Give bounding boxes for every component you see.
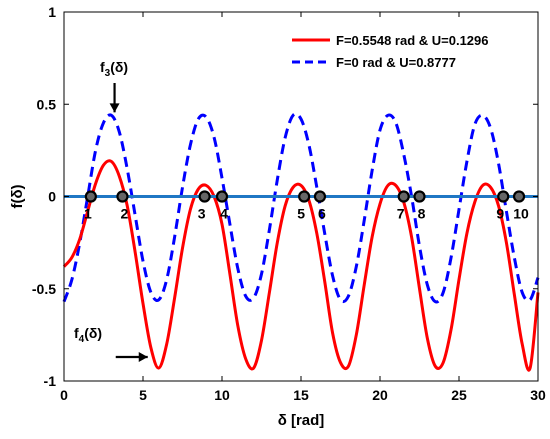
intersection-label: 7 [397,206,405,222]
intersection-label: 2 [121,206,129,222]
x-tick-label: 30 [530,387,546,403]
intersection-label: 1 [84,206,92,222]
annotation-f3: f3(δ) [100,59,128,79]
x-tick-label: 0 [60,387,68,403]
x-tick-label: 10 [214,387,230,403]
intersection-point [413,190,426,203]
ticks-layer: 0 5 10 15 20 25 30-1-0.500.51 [32,4,546,403]
y-tick-label: 1 [48,4,56,20]
y-tick-label: 0.5 [37,96,57,112]
legend-label: F=0.5548 rad & U=0.1296 [336,33,489,48]
intersection-label: 3 [198,206,206,222]
intersection-point [84,190,97,203]
x-tick-label: 5 [139,387,147,403]
y-tick-label: -0.5 [32,281,56,297]
annotation-f4-arrow-head [138,352,148,363]
intersection-label: 10 [513,206,529,222]
intersection-point [298,190,311,203]
legend-label: F=0 rad & U=0.8777 [336,55,456,70]
intersection-point [116,190,129,203]
x-tick-label: 20 [372,387,388,403]
intersection-point [497,190,510,203]
intersection-label: 9 [496,206,504,222]
points-layer [84,190,526,203]
intersection-label: 5 [297,206,305,222]
y-tick-label: -1 [44,373,57,389]
intersection-point [397,190,410,203]
y-axis-title: f(δ) [9,184,26,208]
intersection-point [215,190,229,203]
annotation-f3-arrow-head [109,103,120,113]
labels-layer: 1 2 3 4 5 6 7 8 9 10 [84,206,529,222]
intersection-point [313,190,327,203]
intersection-label: 6 [318,206,326,222]
legend: F=0.5548 rad & U=0.1296 F=0 rad & U=0.877… [292,33,489,70]
intersection-label: 4 [220,206,228,222]
annotations: f3(δ) f4(δ) [74,59,148,363]
y-tick-label: 0 [48,189,56,205]
annotation-f4: f4(δ) [74,325,102,345]
x-axis-title: δ [rad] [278,412,325,429]
series-line-red [62,159,540,372]
intersection-point [198,190,211,203]
x-tick-label: 25 [451,387,467,403]
intersection-point [512,190,526,203]
x-tick-label: 15 [293,387,309,403]
intersection-label: 8 [418,206,426,222]
series-line-blue-dashed [62,112,540,304]
